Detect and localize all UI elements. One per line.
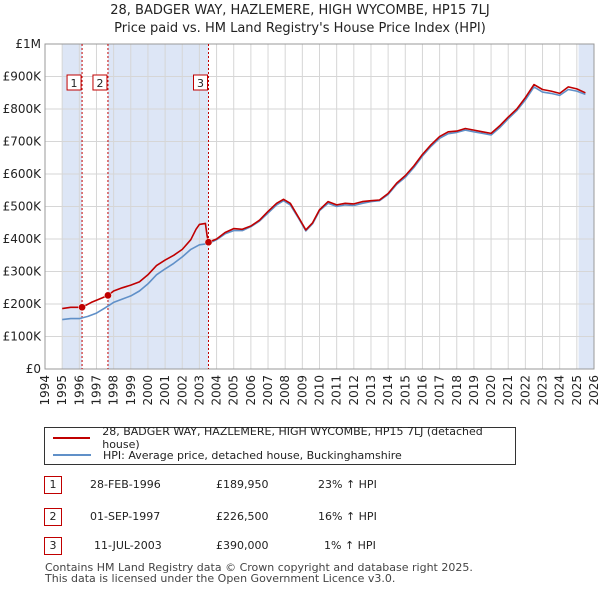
transaction-price: £390,000	[216, 539, 269, 552]
price-chart: £0 £100K £200K £300K £400K £500K £600K £700K £80…	[3, 37, 600, 406]
legend: 28, BADGER WAY, HAZLEMERE, HIGH WYCOMBE,…	[44, 425, 516, 465]
x-tick-label: 2020	[484, 375, 498, 406]
legend-swatch-price	[53, 437, 91, 439]
legend-item-price: 28, BADGER WAY, HAZLEMERE, HIGH WYCOMBE,…	[53, 425, 515, 451]
legend-label-price: 28, BADGER WAY, HAZLEMERE, HIGH WYCOMBE,…	[102, 425, 483, 451]
transaction-badge: 3	[44, 537, 62, 555]
x-tick-label: 2024	[553, 375, 567, 406]
chart-title: 28, BADGER WAY, HAZLEMERE, HIGH WYCOMBE,…	[110, 3, 490, 18]
sale-label: 2	[96, 77, 103, 90]
plot-border	[44, 43, 595, 370]
chart-subtitle: Price paid vs. HM Land Registry's House …	[114, 21, 486, 36]
x-tick-label: 1998	[107, 375, 121, 406]
legend-label-hpi: HPI: Average price, detached house, Buck…	[103, 448, 402, 462]
y-tick-label: £700K	[3, 135, 43, 149]
sale-point	[104, 291, 112, 300]
x-tick-label: 2005	[227, 375, 241, 406]
x-tick-label: 2012	[347, 375, 361, 406]
sale-point	[78, 303, 86, 312]
sale-point	[204, 238, 213, 247]
x-tick-label: 1996	[72, 375, 86, 406]
transaction-badge: 2	[44, 508, 62, 526]
y-tick-label: £500K	[3, 200, 43, 214]
x-tick-label: 2025	[570, 375, 584, 406]
transaction-date: 11-JUL-2003	[94, 539, 162, 552]
x-tick-label: 2019	[467, 375, 481, 406]
x-tick-label: 2000	[141, 375, 155, 406]
footer-license: This data is licensed under the Open Gov…	[45, 572, 396, 585]
x-tick-label: 2015	[398, 375, 412, 406]
sale-label: 1	[71, 77, 78, 90]
x-tick-label: 2022	[518, 375, 532, 406]
y-tick-label: £600K	[3, 167, 43, 181]
x-tick-label: 2013	[364, 375, 378, 406]
transaction-price: £226,500	[216, 510, 269, 523]
footer: Contains HM Land Registry data © Crown c…	[45, 562, 473, 584]
x-tick-label: 2016	[415, 375, 429, 406]
x-tick-label: 2010	[313, 375, 327, 406]
y-tick-label: £900K	[3, 70, 43, 84]
x-tick-label: 2007	[261, 375, 275, 406]
x-tick-label: 2008	[278, 375, 292, 406]
x-tick-label: 2018	[450, 375, 464, 406]
transaction-hpi: 23% ↑ HPI	[318, 478, 377, 491]
y-tick-label: £200K	[3, 297, 43, 311]
series-lines	[62, 83, 586, 321]
transaction-date: 28-FEB-1996	[90, 478, 161, 491]
x-tick-label: 2009	[295, 375, 309, 406]
y-tick-label: £300K	[3, 265, 43, 279]
x-tick-label: 2014	[381, 375, 395, 406]
x-tick-label: 1994	[38, 375, 52, 406]
y-tick-label: £100K	[3, 330, 43, 344]
footer-copyright: Contains HM Land Registry data © Crown c…	[45, 561, 473, 574]
sale-label-box	[192, 74, 208, 91]
transaction-hpi: 1% ↑ HPI	[324, 539, 376, 552]
x-tick-label: 1999	[124, 375, 138, 406]
x-tick-label: 2023	[536, 375, 550, 406]
sale-label-box	[92, 74, 108, 91]
x-tick-label: 1995	[55, 375, 69, 406]
y-tick-label: £0	[26, 362, 41, 376]
sale-label: 3	[197, 77, 204, 90]
y-tick-label: £1M	[15, 37, 41, 51]
sale-label-box	[66, 74, 82, 91]
transaction-badge: 1	[44, 476, 62, 494]
axes: £0 £100K £200K £300K £400K £500K £600K £700K £80…	[3, 37, 600, 406]
transaction-hpi: 16% ↑ HPI	[318, 510, 377, 523]
transaction-price: £189,950	[216, 478, 269, 491]
y-tick-label: £800K	[3, 102, 43, 116]
sale-markers: 1 2 3	[66, 74, 213, 312]
y-tick-label: £400K	[3, 232, 43, 246]
x-tick-label: 2001	[158, 375, 172, 406]
grid-lines	[44, 43, 595, 370]
price-paid-line	[62, 83, 586, 310]
legend-swatch-hpi	[53, 454, 91, 456]
x-tick-label: 2011	[330, 375, 344, 406]
x-tick-label: 2021	[501, 375, 515, 406]
x-tick-label: 1997	[89, 375, 103, 406]
x-tick-label: 2017	[433, 375, 447, 406]
legend-item-hpi: HPI: Average price, detached house, Buck…	[53, 447, 402, 463]
x-tick-label: 2002	[175, 375, 189, 406]
x-tick-label: 2003	[192, 375, 206, 406]
transaction-date: 01-SEP-1997	[90, 510, 161, 523]
x-tick-label: 2026	[587, 375, 600, 406]
x-tick-label: 2006	[244, 375, 258, 406]
x-tick-label: 2004	[210, 375, 224, 406]
